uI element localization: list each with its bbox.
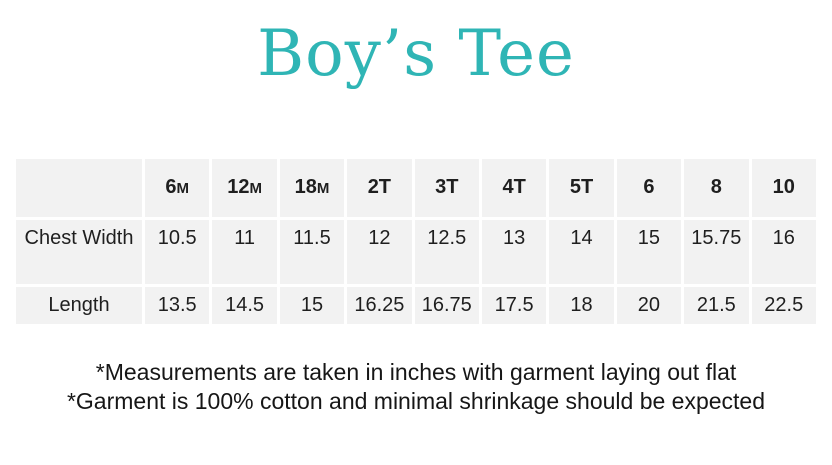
measurement-notes: *Measurements are taken in inches with g… <box>0 358 832 417</box>
table-row: Length 13.5 14.5 15 16.25 16.75 17.5 18 20 21.5 22… <box>16 286 816 324</box>
measurement-cell: 17.5 <box>481 286 547 324</box>
size-column-header: 6 <box>616 158 682 217</box>
measurement-cell: 12 <box>347 219 412 284</box>
size-table-header: 6M 12M 18M 2T 3T 4T 5T 6 8 10 <box>16 158 816 217</box>
measurement-cell: 15 <box>616 219 682 284</box>
measurement-cell: 15 <box>279 286 345 324</box>
measurement-cell: 14 <box>549 219 614 284</box>
size-column-header: 18M <box>279 158 345 217</box>
row-label: Length <box>16 286 142 324</box>
measurement-cell: 22.5 <box>751 286 816 324</box>
measurement-cell: 16.75 <box>414 286 479 324</box>
measurement-cell: 11.5 <box>279 219 345 284</box>
measurement-cell: 18 <box>549 286 614 324</box>
size-column-header: 3T <box>414 158 479 217</box>
size-m-suffix: M <box>316 180 330 198</box>
corner-cell <box>16 158 142 217</box>
size-column-header: 12M <box>212 158 277 217</box>
size-column-header: 2T <box>347 158 412 217</box>
size-table-body: Chest Width 10.5 11 11.5 12 12.5 13 14 15 15.75 16… <box>16 219 816 324</box>
measurement-cell: 21.5 <box>684 286 749 324</box>
size-column-header: 6M <box>145 158 210 217</box>
measurement-cell: 11 <box>212 219 277 284</box>
measurement-cell: 20 <box>616 286 682 324</box>
size-column-header: 4T <box>481 158 547 217</box>
note-line: *Garment is 100% cotton and minimal shri… <box>66 388 766 415</box>
size-chart-page: Boy’s Tee 6M 12M 18M 2T 3T 4T 5T 6 8 10 Chest Wid… <box>0 17 832 417</box>
size-table-container: 6M 12M 18M 2T 3T 4T 5T 6 8 10 Chest Width 10.5 11 11… <box>13 156 819 327</box>
measurement-cell: 14.5 <box>212 286 277 324</box>
size-m-suffix: M <box>176 180 190 198</box>
size-m-suffix: M <box>249 180 262 198</box>
size-column-header: 10 <box>751 158 816 217</box>
measurement-cell: 15.75 <box>684 219 749 284</box>
size-table: 6M 12M 18M 2T 3T 4T 5T 6 8 10 Chest Width 10.5 11 11… <box>13 156 819 327</box>
measurement-cell: 13.5 <box>145 286 210 324</box>
table-row: Chest Width 10.5 11 11.5 12 12.5 13 14 15 15.75 16 <box>16 219 816 284</box>
size-column-header: 8 <box>684 158 749 217</box>
measurement-cell: 10.5 <box>145 219 210 284</box>
row-label: Chest Width <box>16 219 142 284</box>
note-line: *Measurements are taken in inches with g… <box>95 358 737 385</box>
measurement-cell: 13 <box>481 219 547 284</box>
measurement-cell: 16 <box>751 219 816 284</box>
header-row: 6M 12M 18M 2T 3T 4T 5T 6 8 10 <box>16 158 816 217</box>
measurement-cell: 12.5 <box>414 219 479 284</box>
size-column-header: 5T <box>549 158 614 217</box>
page-title: Boy’s Tee <box>257 17 575 91</box>
measurement-cell: 16.25 <box>347 286 412 324</box>
